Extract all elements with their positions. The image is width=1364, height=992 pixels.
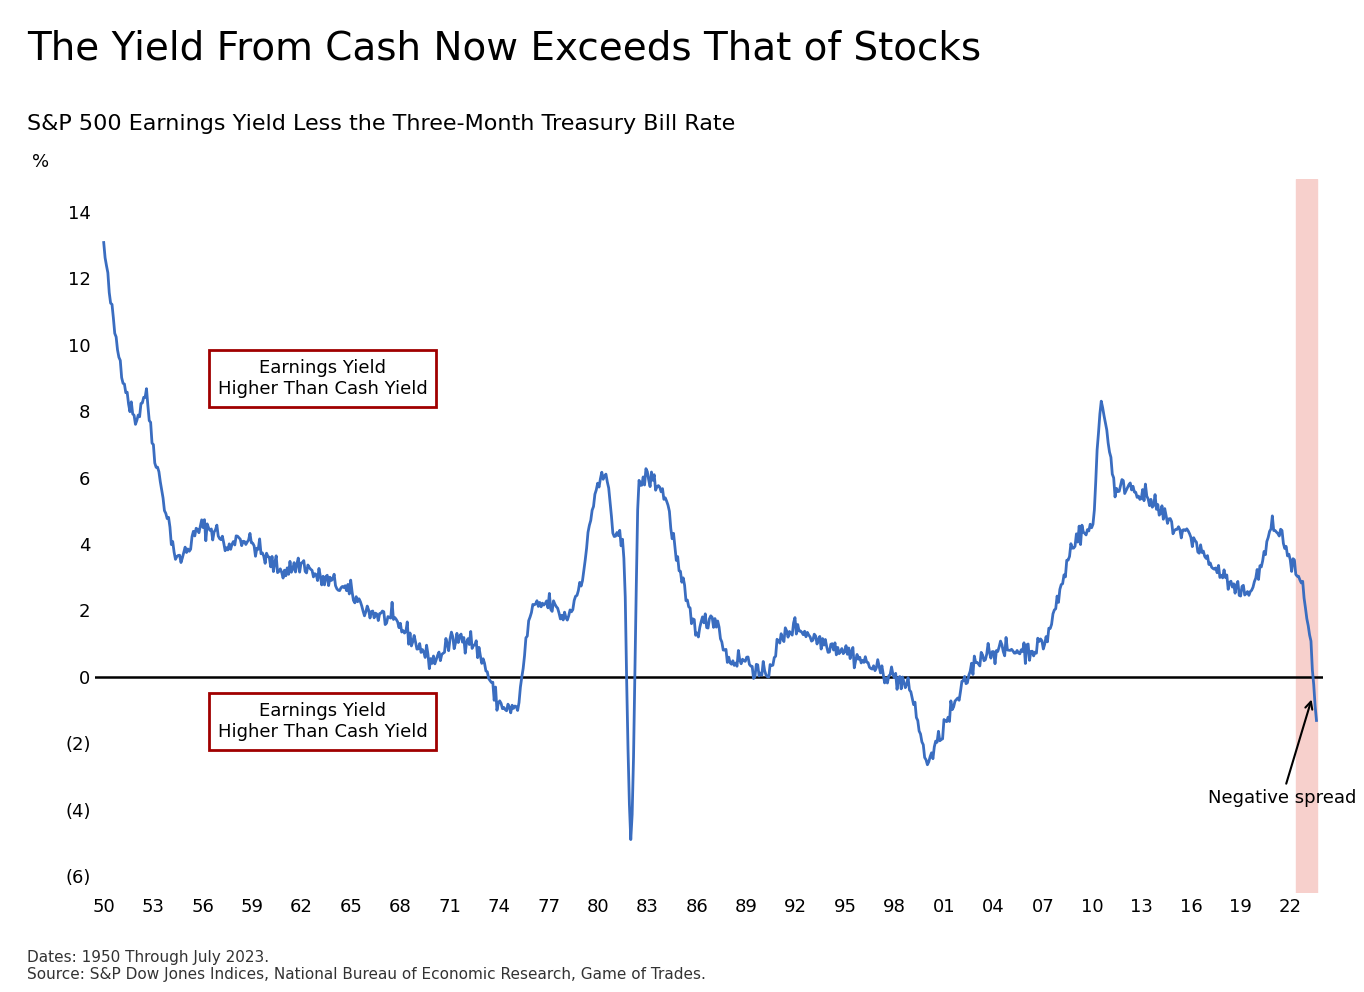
Text: Earnings Yield
Higher Than Cash Yield: Earnings Yield Higher Than Cash Yield (218, 702, 427, 741)
Text: S&P 500 Earnings Yield Less the Three-Month Treasury Bill Rate: S&P 500 Earnings Yield Less the Three-Mo… (27, 114, 735, 134)
Text: %: % (31, 154, 49, 172)
Text: The Yield From Cash Now Exceeds That of Stocks: The Yield From Cash Now Exceeds That of … (27, 30, 982, 67)
Bar (1296, 179, 1318, 893)
Text: Earnings Yield
Higher Than Cash Yield: Earnings Yield Higher Than Cash Yield (218, 359, 427, 398)
Text: Negative spread: Negative spread (1207, 701, 1356, 807)
Text: Dates: 1950 Through July 2023.
Source: S&P Dow Jones Indices, National Bureau of: Dates: 1950 Through July 2023. Source: S… (27, 949, 707, 982)
